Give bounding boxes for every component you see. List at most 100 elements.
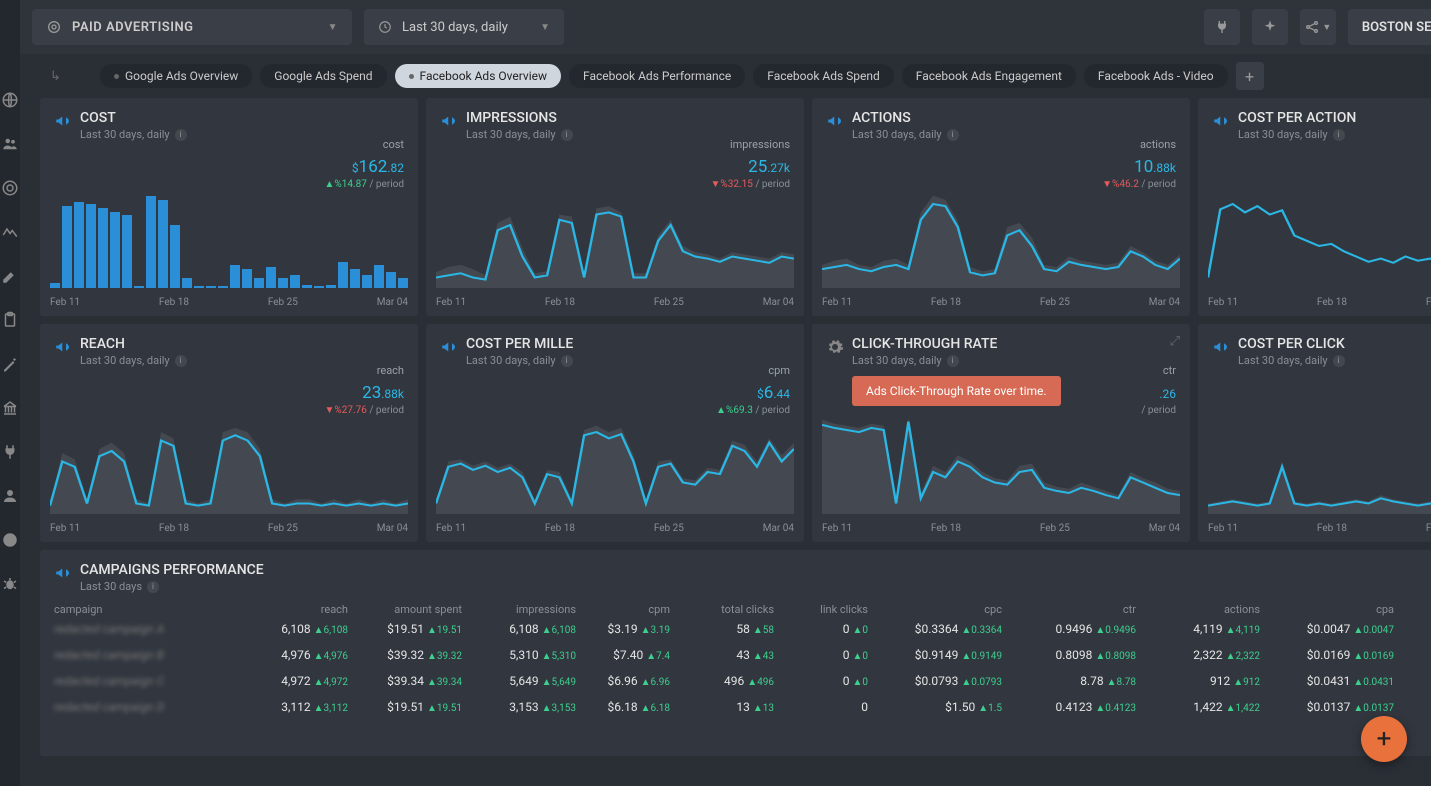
x-axis: Feb 11Feb 18Feb 25Mar 04	[1208, 297, 1431, 308]
table-cell: $0.0137▲0.0137	[1264, 700, 1394, 714]
table-cell: 0▲0	[778, 674, 868, 688]
metric-value: $162.82	[324, 157, 404, 177]
chart-area	[1208, 409, 1431, 514]
bug-icon[interactable]	[0, 574, 20, 594]
table-cell: 2,322▲2,322	[1140, 648, 1260, 662]
table-cell: 496▲496	[674, 674, 774, 688]
column-header[interactable]: cpc	[872, 603, 1002, 616]
card-title: COST PER MILLE	[466, 336, 573, 352]
info-dot-icon[interactable]: i	[147, 581, 159, 593]
card-title: COST PER CLICK	[1238, 336, 1345, 352]
info-dot-icon[interactable]: i	[1333, 129, 1345, 141]
table-row[interactable]: redacted campaign C4,972▲4,972$39.34▲39.…	[54, 668, 1431, 694]
people-icon[interactable]	[0, 134, 20, 154]
tab-facebook-ads-spend[interactable]: Facebook Ads Spend	[753, 64, 893, 88]
table-row[interactable]: redacted campaign B4,976▲4,976$39.32▲39.…	[54, 642, 1431, 668]
chevron-down-icon: ▼	[540, 22, 550, 33]
column-header[interactable]: ctr	[1006, 603, 1136, 616]
table-cell: 4,972▲4,972	[258, 674, 348, 688]
column-header[interactable]: link clicks	[778, 603, 868, 616]
clipboard-icon[interactable]	[0, 310, 20, 330]
plug-icon[interactable]	[0, 442, 20, 462]
table-cell: $6.96▲6.96	[580, 674, 670, 688]
tab-facebook-ads-overview[interactable]: Facebook Ads Overview	[395, 64, 562, 88]
card-title: COST PER ACTION	[1238, 110, 1356, 126]
table-cell: $6.18▲6.18	[580, 700, 670, 714]
table-row[interactable]: redacted campaign A6,108▲6,108$19.51▲19.…	[54, 616, 1431, 642]
tab-facebook-ads---video[interactable]: Facebook Ads - Video	[1084, 64, 1228, 88]
gear-icon[interactable]	[826, 338, 844, 360]
info-dot-icon[interactable]: i	[561, 355, 573, 367]
chart-area	[436, 183, 794, 288]
metric-value: 23.88k	[324, 383, 404, 403]
column-header[interactable]: cpa	[1264, 603, 1394, 616]
info-dot-icon[interactable]: i	[561, 129, 573, 141]
card-title: IMPRESSIONS	[466, 110, 573, 126]
sparkle-button[interactable]	[1252, 9, 1288, 45]
column-header[interactable]: campaign	[54, 603, 254, 616]
table-cell: $0.3364▲0.3364	[872, 622, 1002, 636]
info-icon[interactable]	[0, 530, 20, 550]
column-header[interactable]: impressions	[466, 603, 576, 616]
table-cell: 58▲58	[674, 622, 774, 636]
info-dot-icon[interactable]: i	[1333, 355, 1345, 367]
info-dot-icon[interactable]: i	[947, 355, 959, 367]
column-header[interactable]: actions	[1140, 603, 1260, 616]
tab-branch-icon: ↳	[50, 69, 61, 84]
column-header[interactable]: cpm	[580, 603, 670, 616]
tab-facebook-ads-engagement[interactable]: Facebook Ads Engagement	[902, 64, 1076, 88]
info-dot-icon[interactable]: i	[947, 129, 959, 141]
agency-label: BOSTON SEO AGENCY	[1362, 20, 1431, 35]
chevron-down-icon: ▼	[328, 22, 338, 33]
wand-icon[interactable]	[0, 354, 20, 374]
tab-facebook-ads-performance[interactable]: Facebook Ads Performance	[569, 64, 745, 88]
column-header[interactable]: reach	[258, 603, 348, 616]
category-dropdown[interactable]: PAID ADVERTISING ▼	[32, 9, 352, 45]
edit-icon[interactable]	[0, 266, 20, 286]
metric-label: cost	[324, 138, 404, 151]
campaign-name: redacted campaign D	[54, 700, 254, 714]
table-cell: 5,649▲5,649	[466, 674, 576, 688]
info-dot-icon[interactable]: i	[175, 355, 187, 367]
tab-google-ads-spend[interactable]: Google Ads Spend	[260, 64, 386, 88]
table-cell: 0▲0	[1398, 622, 1431, 636]
info-dot-icon[interactable]: i	[175, 129, 187, 141]
chart-area	[50, 183, 408, 288]
table-cell: 3,112▲3,112	[258, 700, 348, 714]
user-icon[interactable]	[0, 486, 20, 506]
table-cell: 0.4123▲0.4123	[1006, 700, 1136, 714]
metric-value: .26	[1141, 383, 1176, 403]
plug-button[interactable]	[1204, 9, 1240, 45]
metric-label: ctr	[1141, 364, 1176, 377]
target-small-icon	[46, 19, 62, 35]
column-header[interactable]: total clicks	[674, 603, 774, 616]
table-row[interactable]: redacted campaign D3,112▲3,112$19.51▲19.…	[54, 694, 1431, 720]
column-header[interactable]: amount spent	[352, 603, 462, 616]
add-tab-button[interactable]: +	[1236, 62, 1264, 90]
column-header[interactable]: leads	[1398, 603, 1431, 616]
megaphone-icon	[54, 338, 72, 360]
table-sub: Last 30 days	[80, 580, 142, 593]
tab-google-ads-overview[interactable]: Google Ads Overview	[100, 64, 252, 88]
chart-area	[1208, 183, 1431, 288]
agency-dropdown[interactable]: BOSTON SEO AGENCY ▼	[1348, 9, 1431, 45]
chart-area	[822, 183, 1180, 288]
daterange-dropdown[interactable]: Last 30 days, daily ▼	[364, 9, 564, 45]
globe-icon[interactable]	[0, 90, 20, 110]
table-cell: $0.9149▲0.9149	[872, 648, 1002, 662]
card-sub: Last 30 days, daily	[1238, 128, 1328, 141]
target-icon[interactable]	[0, 178, 20, 198]
tabbar: ↳ Google Ads Overview Google Ads Spend Fac…	[20, 54, 1431, 98]
megaphone-icon	[440, 338, 458, 360]
megaphone-icon	[826, 112, 844, 134]
card-sub: Last 30 days, daily	[852, 128, 942, 141]
card-title: CLICK-THROUGH RATE	[852, 336, 997, 352]
table-cell: 3,153▲3,153	[466, 700, 576, 714]
activity-icon[interactable]	[0, 222, 20, 242]
drag-handle-icon[interactable]: ⤢	[1170, 334, 1180, 349]
fab-add-button[interactable]: +	[1361, 716, 1407, 762]
metric-card-actions: ACTIONSLast 30 days, dailyiactions10.88k…	[812, 98, 1190, 316]
chart-area	[822, 409, 1180, 514]
share-button[interactable]: ▼	[1300, 9, 1336, 45]
bank-icon[interactable]	[0, 398, 20, 418]
